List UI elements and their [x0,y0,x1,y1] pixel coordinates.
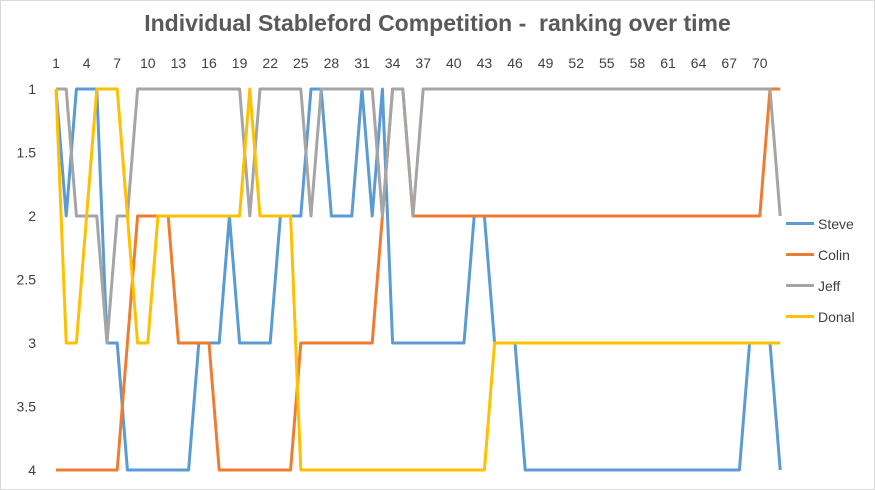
x-tick-label: 16 [201,55,217,71]
x-tick-label: 31 [354,55,370,71]
x-tick-label: 4 [83,55,91,71]
x-tick-label: 34 [385,55,401,71]
legend-swatch [786,253,814,256]
x-tick-label: 25 [293,55,309,71]
x-tick-label: 22 [262,55,278,71]
legend-swatch [786,315,814,318]
x-tick-label: 70 [752,55,768,71]
x-tick-label: 7 [113,55,121,71]
y-tick-label: 1.5 [17,145,37,161]
y-tick-label: 3 [28,335,36,351]
x-tick-label: 52 [568,55,584,71]
x-tick-label: 40 [446,55,462,71]
legend-swatch [786,284,814,287]
x-tick-label: 43 [477,55,493,71]
y-axis-tick-labels: 1 1.5 2 2.5 3 3.5 4 [17,81,37,478]
x-tick-label: 37 [415,55,431,71]
x-tick-label: 1 [52,55,60,71]
series-line-colin [56,87,781,472]
x-tick-label: 28 [324,55,340,71]
series-lines [54,87,782,472]
y-tick-label: 2.5 [17,272,37,288]
legend-label: Steve [818,215,854,232]
legend-item-jeff: Jeff [786,270,855,301]
legend-swatch [786,222,814,225]
series-line-jeff [56,87,782,345]
legend-item-steve: Steve [786,208,855,239]
y-tick-label: 2 [28,208,36,224]
y-tick-label: 1 [28,81,36,97]
y-tick-label: 4 [28,462,36,478]
series-line-donal [54,87,781,472]
x-tick-label: 55 [599,55,615,71]
x-tick-label: 61 [660,55,676,71]
x-tick-label: 10 [140,55,156,71]
x-axis-tick-labels: 1 4 7 10 13 16 19 22 25 28 31 34 37 40 43 46 49 52 55 58 61 6… [52,55,768,71]
x-tick-label: 46 [507,55,523,71]
legend-label: Jeff [818,277,841,294]
legend-item-donal: Donal [786,301,855,332]
legend-label: Donal [818,308,855,325]
legend: Steve Colin Jeff Donal [786,208,855,332]
chart-title: Individual Stableford Competition - rank… [144,10,731,36]
series-line-steve [54,87,782,472]
x-tick-label: 64 [691,55,707,71]
x-tick-label: 13 [171,55,187,71]
x-tick-label: 58 [630,55,646,71]
y-tick-label: 3.5 [17,399,37,415]
legend-item-colin: Colin [786,239,855,270]
legend-label: Colin [818,246,850,263]
x-tick-label: 67 [721,55,737,71]
x-tick-label: 49 [538,55,554,71]
x-tick-label: 19 [232,55,248,71]
